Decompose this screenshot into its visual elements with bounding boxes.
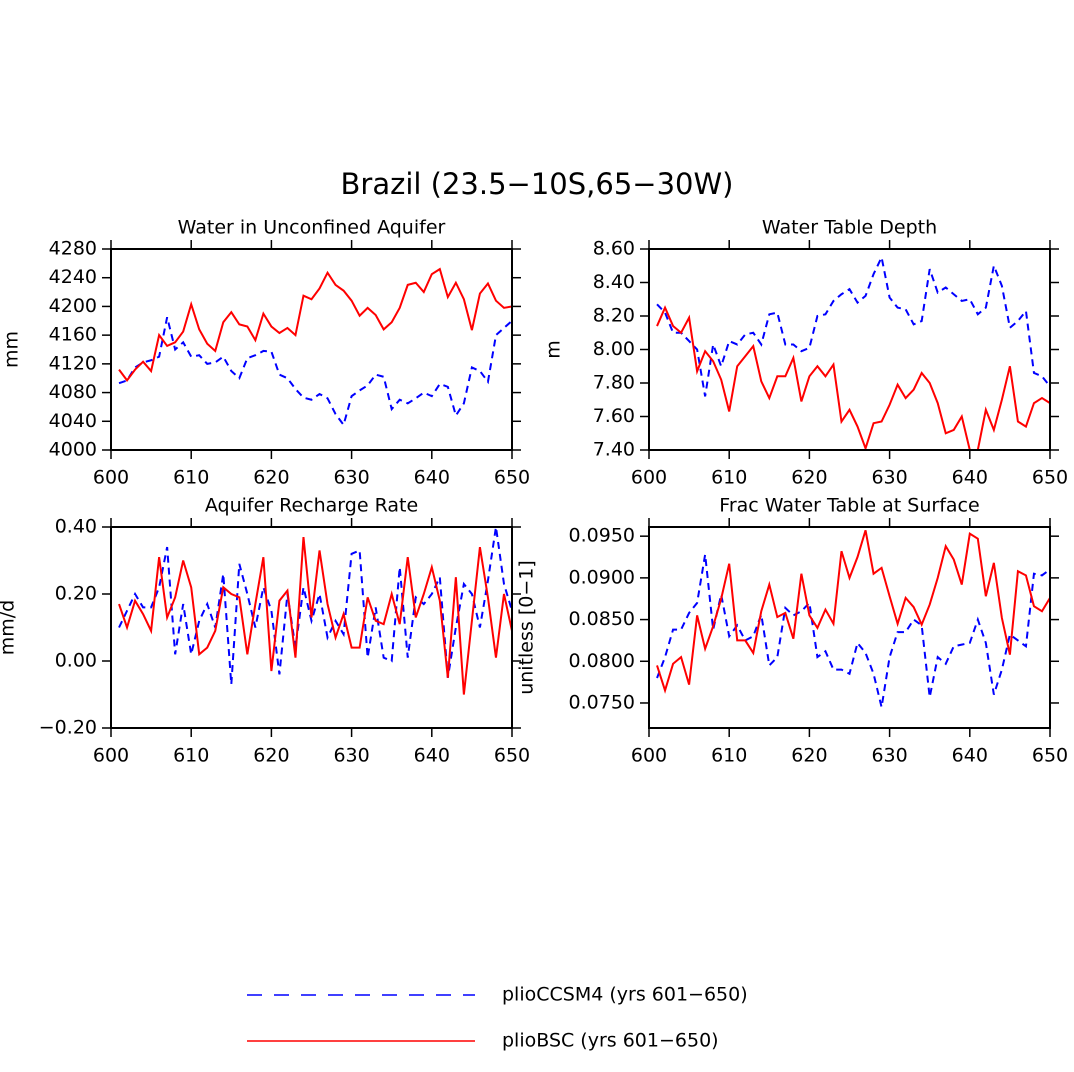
x-tick-label: 600	[93, 745, 129, 767]
y-tick-label: 0.00	[55, 650, 97, 672]
x-tick-label: 600	[631, 745, 667, 767]
y-axis-label: m	[543, 340, 565, 359]
plot-frame	[648, 248, 1051, 451]
series-line	[656, 254, 1050, 397]
plot-frame	[110, 526, 513, 729]
legend-label: plioBSC (yrs 601−650)	[502, 1030, 719, 1052]
x-tick-label: 600	[631, 467, 667, 489]
x-tick-label: 610	[173, 467, 209, 489]
panel-title: Frac Water Table at Surface	[719, 495, 979, 517]
panel-title: Water in Unconfined Aquifer	[178, 217, 446, 239]
x-tick-label: 650	[494, 467, 530, 489]
y-tick-label: 8.00	[593, 338, 635, 360]
y-tick-label: 4040	[49, 410, 97, 432]
x-tick-label: 630	[333, 745, 369, 767]
y-axis-label: mm/d	[0, 600, 19, 655]
panel-title: Water Table Depth	[762, 217, 937, 239]
y-tick-label: 4200	[49, 295, 97, 317]
y-tick-label: 7.40	[593, 439, 635, 461]
y-tick-label: 0.0850	[569, 608, 635, 630]
series-line	[118, 267, 512, 383]
figure-title: Brazil (23.5−10S,65−30W)	[341, 167, 734, 201]
y-tick-label: 8.60	[593, 238, 635, 260]
x-tick-label: 620	[253, 745, 289, 767]
series-line	[656, 554, 1050, 708]
x-tick-label: 640	[952, 467, 988, 489]
x-tick-label: 630	[871, 467, 907, 489]
x-tick-label: 620	[791, 467, 827, 489]
y-tick-label: 0.20	[55, 583, 97, 605]
x-tick-label: 600	[93, 467, 129, 489]
y-tick-label: 4000	[49, 439, 97, 461]
y-tick-label: 0.40	[55, 516, 97, 538]
x-tick-label: 650	[494, 745, 530, 767]
series-line	[118, 527, 512, 685]
y-tick-label: 0.0950	[569, 525, 635, 547]
series-line	[118, 316, 512, 428]
series-line	[656, 530, 1050, 694]
x-tick-label: 640	[414, 467, 450, 489]
x-tick-label: 610	[711, 467, 747, 489]
y-axis-label: unitless [0−1]	[516, 560, 538, 695]
x-tick-label: 620	[253, 467, 289, 489]
y-tick-label: 8.20	[593, 305, 635, 327]
y-tick-label: 0.0900	[569, 566, 635, 588]
plot-frame	[110, 248, 513, 451]
x-tick-label: 630	[333, 467, 369, 489]
y-tick-label: 4160	[49, 324, 97, 346]
y-tick-label: 4240	[49, 266, 97, 288]
x-tick-label: 620	[791, 745, 827, 767]
y-tick-label: 4280	[49, 238, 97, 260]
y-tick-label: 0.0750	[569, 691, 635, 713]
y-tick-label: −0.20	[39, 717, 97, 739]
series-line	[118, 536, 512, 695]
plot-frame	[648, 526, 1051, 729]
y-tick-label: 8.40	[593, 271, 635, 293]
legend-label: plioCCSM4 (yrs 601−650)	[502, 984, 748, 1006]
x-tick-label: 630	[871, 745, 907, 767]
y-tick-label: 0.0800	[569, 650, 635, 672]
x-tick-label: 650	[1032, 467, 1068, 489]
x-tick-label: 650	[1032, 745, 1068, 767]
series-line	[656, 305, 1050, 450]
y-tick-label: 7.80	[593, 372, 635, 394]
x-tick-label: 640	[952, 745, 988, 767]
y-tick-label: 4080	[49, 381, 97, 403]
y-tick-label: 7.60	[593, 405, 635, 427]
x-tick-label: 640	[414, 745, 450, 767]
panel-title: Aquifer Recharge Rate	[205, 495, 418, 517]
y-axis-label: mm	[1, 331, 23, 368]
x-tick-label: 610	[173, 745, 209, 767]
y-tick-label: 4120	[49, 352, 97, 374]
x-tick-label: 610	[711, 745, 747, 767]
